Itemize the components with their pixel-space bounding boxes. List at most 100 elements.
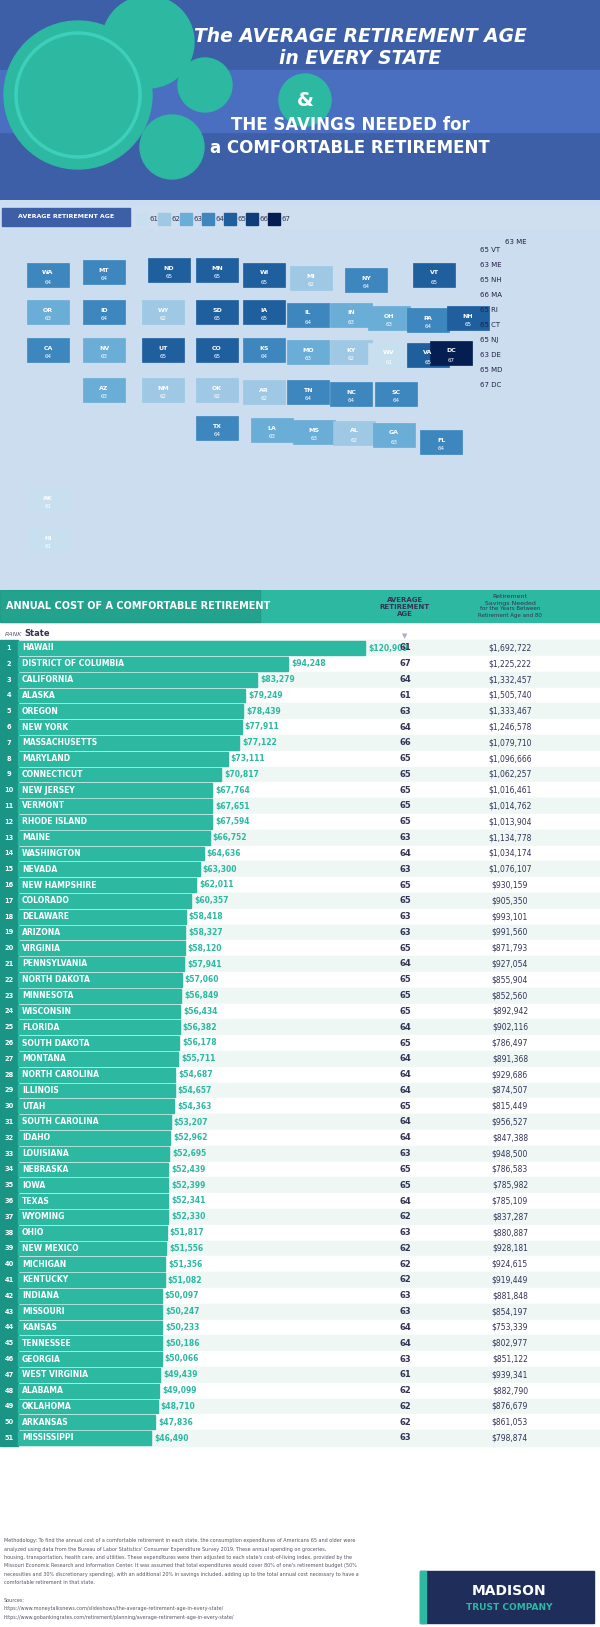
Text: NORTH CAROLINA: NORTH CAROLINA (22, 1071, 99, 1079)
Text: WISCONSIN: WISCONSIN (22, 1007, 72, 1015)
Text: $77,911: $77,911 (245, 722, 280, 732)
Text: MI: MI (307, 273, 316, 278)
Text: MADISON: MADISON (472, 1583, 547, 1598)
Text: $52,439: $52,439 (172, 1165, 206, 1175)
Bar (0, 846, 18, 861)
Text: 47: 47 (4, 1372, 14, 1378)
Text: $70,817: $70,817 (224, 770, 259, 779)
Text: 15: 15 (4, 866, 14, 872)
Text: 64: 64 (425, 324, 431, 330)
Text: NY: NY (361, 275, 371, 280)
Text: $1,096,666: $1,096,666 (488, 753, 532, 763)
Bar (0, 1256, 18, 1272)
Text: $51,082: $51,082 (167, 1276, 202, 1284)
Text: 62: 62 (260, 397, 268, 402)
Bar (0, 924, 18, 940)
Text: 64: 64 (399, 1134, 411, 1142)
Text: https://www.gobankingrates.com/retirement/planning/average-retirement-age-in-eve: https://www.gobankingrates.com/retiremen… (4, 1614, 235, 1619)
Text: $46,490: $46,490 (154, 1433, 189, 1443)
Bar (18, 1178, 169, 1193)
Bar (0, 814, 18, 830)
Text: $815,449: $815,449 (492, 1101, 528, 1111)
Text: NEW MEXICO: NEW MEXICO (22, 1245, 79, 1253)
Text: 22: 22 (4, 976, 14, 983)
Circle shape (178, 59, 232, 112)
Text: NEBRASKA: NEBRASKA (22, 1165, 68, 1175)
Text: 41: 41 (4, 1277, 14, 1284)
Text: necessities and 30% discretionary spending), with an additional 20% in savings i: necessities and 30% discretionary spendi… (4, 1572, 359, 1577)
Text: 64: 64 (305, 319, 311, 324)
Bar (413, 264, 455, 286)
Bar (0, 1145, 600, 1162)
Bar (0, 1082, 600, 1098)
Text: 61: 61 (44, 504, 52, 509)
Text: $1,014,762: $1,014,762 (488, 802, 532, 810)
Text: WI: WI (259, 270, 269, 275)
Text: MAINE: MAINE (22, 833, 50, 843)
Text: NEW JERSEY: NEW JERSEY (22, 786, 75, 794)
Text: 65: 65 (399, 1038, 411, 1048)
Bar (0, 924, 600, 940)
Bar (0, 1129, 18, 1145)
Text: 65: 65 (425, 360, 431, 364)
Bar (27, 529, 69, 552)
Text: 64: 64 (392, 399, 400, 403)
Text: 65: 65 (399, 802, 411, 810)
Text: 67: 67 (448, 358, 455, 363)
Text: 27: 27 (4, 1056, 14, 1062)
Bar (0, 814, 600, 830)
Text: 20: 20 (4, 945, 14, 952)
Bar (0, 830, 600, 846)
Bar (18, 1036, 179, 1049)
Bar (0, 688, 18, 703)
Bar (0, 703, 600, 719)
Bar (447, 306, 489, 330)
Text: 63: 63 (391, 439, 398, 444)
Text: SD: SD (212, 308, 222, 312)
Text: $50,066: $50,066 (164, 1355, 199, 1363)
Text: 64: 64 (399, 960, 411, 968)
Text: a COMFORTABLE RETIREMENT: a COMFORTABLE RETIREMENT (210, 138, 490, 156)
Text: 64: 64 (399, 722, 411, 732)
Bar (368, 306, 410, 330)
Text: MICHIGAN: MICHIGAN (22, 1259, 66, 1269)
Text: $993,101: $993,101 (492, 913, 528, 921)
Text: 5: 5 (7, 708, 11, 714)
Bar (0, 1414, 18, 1430)
Bar (18, 657, 289, 670)
Bar (18, 1383, 159, 1398)
Bar (0, 639, 600, 656)
Text: 40: 40 (4, 1261, 14, 1267)
Text: VA: VA (424, 350, 433, 356)
Bar (0, 1098, 18, 1114)
Bar (18, 1225, 167, 1240)
Bar (0, 735, 18, 750)
Text: ND: ND (164, 265, 175, 270)
Text: WYOMING: WYOMING (22, 1212, 65, 1222)
Bar (0, 1240, 18, 1256)
Text: UTAH: UTAH (22, 1101, 46, 1111)
Text: 64: 64 (399, 849, 411, 857)
Bar (83, 377, 125, 402)
Text: NV: NV (99, 345, 109, 350)
Bar (0, 672, 600, 688)
Text: OREGON: OREGON (22, 706, 59, 716)
Text: $956,527: $956,527 (492, 1118, 528, 1126)
Text: $871,793: $871,793 (492, 944, 528, 953)
Text: 61: 61 (386, 360, 392, 364)
Bar (0, 1051, 600, 1067)
Text: 63 DE: 63 DE (480, 351, 501, 358)
Text: $802,977: $802,977 (492, 1339, 528, 1347)
Text: 65: 65 (399, 991, 411, 1001)
Bar (330, 303, 372, 327)
Bar (368, 343, 410, 368)
Text: $924,615: $924,615 (492, 1259, 528, 1269)
Text: PA: PA (424, 316, 433, 321)
Text: 65: 65 (399, 896, 411, 905)
Text: $52,330: $52,330 (171, 1212, 206, 1222)
Bar (0, 799, 18, 814)
Bar (420, 430, 462, 454)
Text: 65: 65 (214, 317, 221, 322)
Text: 21: 21 (4, 962, 14, 966)
Text: 1: 1 (7, 644, 11, 651)
